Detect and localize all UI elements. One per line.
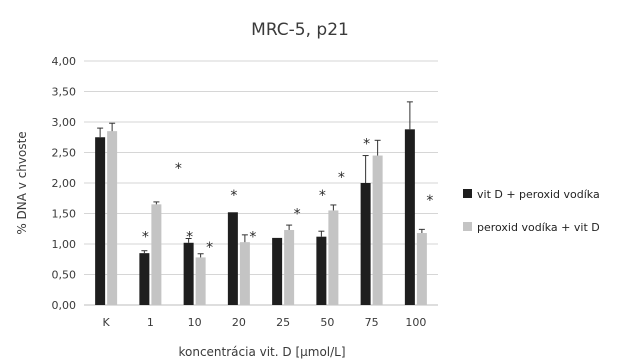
y-ticks: 0,00 0,50 1,00 1,50 2,00 2,50 3,00 3,50 4,00	[52, 55, 77, 312]
bar	[107, 131, 118, 305]
x-tick-label: 10	[188, 316, 202, 329]
bar	[95, 137, 106, 305]
y-tick-label: 1,50	[52, 208, 77, 221]
x-tick-label: 50	[320, 316, 334, 329]
legend: vit D + peroxid vodíka peroxid vodíka + v…	[463, 188, 600, 234]
bar	[372, 155, 383, 305]
bar	[227, 212, 238, 305]
grid	[84, 60, 438, 306]
legend-swatch	[463, 222, 472, 231]
bar	[239, 242, 250, 305]
significance-marker: *	[142, 230, 149, 246]
y-tick-label: 4,00	[52, 55, 77, 68]
x-tick-label: 100	[405, 316, 426, 329]
bar	[139, 253, 150, 305]
bar	[183, 242, 194, 305]
x-tick-label: K	[103, 316, 111, 329]
significance-marker: *	[363, 136, 370, 152]
significance-marker: *	[206, 240, 213, 256]
significance-marker: *	[230, 188, 237, 204]
x-tick-label: 1	[147, 316, 154, 329]
y-tick-label: 0,00	[52, 299, 77, 312]
significance-marker: *	[338, 170, 345, 186]
significance-marker: *	[294, 207, 301, 223]
significance-marker: *	[426, 193, 433, 209]
y-tick-label: 1,00	[52, 238, 77, 251]
bar	[416, 233, 427, 305]
bar	[360, 183, 371, 305]
bar	[195, 257, 206, 305]
significance-marker: *	[175, 161, 182, 177]
bar	[272, 237, 283, 305]
bar	[151, 204, 162, 305]
significance-marker: *	[186, 230, 193, 246]
bar	[328, 210, 339, 305]
legend-label: vit D + peroxid vodíka	[477, 188, 600, 201]
significance-marker: *	[249, 230, 256, 246]
x-axis-label: koncentrácia vit. D [μmol/L]	[178, 345, 345, 359]
bars: * * * * * * * * * * *	[95, 101, 433, 305]
legend-label: peroxid vodíka + vit D	[477, 221, 600, 234]
x-tick-label: 25	[276, 316, 290, 329]
y-tick-label: 2,00	[52, 177, 77, 190]
y-tick-label: 2,50	[52, 147, 77, 160]
bar	[404, 129, 415, 305]
x-tick-label: 75	[365, 316, 379, 329]
x-tick-label: 20	[232, 316, 246, 329]
bar	[284, 229, 295, 305]
significance-marker: *	[319, 188, 326, 204]
x-ticks: K 1 10 20 25 50 75 100	[103, 316, 427, 329]
y-axis-label: % DNA v chvoste	[15, 131, 29, 234]
y-tick-label: 3,50	[52, 86, 77, 99]
y-tick-label: 0,50	[52, 269, 77, 282]
chart-title: MRC-5, p21	[251, 20, 349, 40]
y-tick-label: 3,00	[52, 116, 77, 129]
legend-swatch	[463, 189, 472, 198]
bar	[316, 236, 327, 305]
